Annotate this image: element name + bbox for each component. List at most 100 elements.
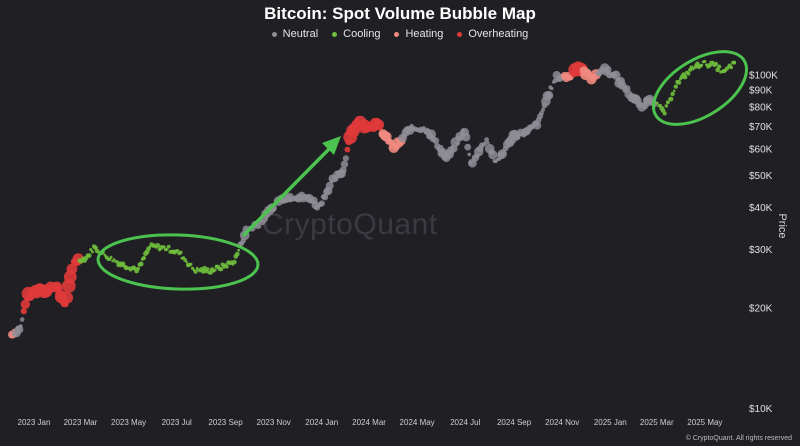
bubble-point xyxy=(340,160,349,168)
bubble-point xyxy=(162,245,166,249)
legend-dot-neutral xyxy=(271,31,277,37)
x-tick-label: 2024 Jan xyxy=(305,418,338,427)
bubble-point xyxy=(189,262,193,266)
legend-item-cooling[interactable]: Cooling xyxy=(332,28,380,40)
bubble-point xyxy=(18,324,23,328)
bubble-point xyxy=(325,181,334,190)
bubble-point xyxy=(664,104,669,108)
bubble-point xyxy=(318,200,325,207)
bubble-point xyxy=(115,260,119,264)
y-tick-label: $50K xyxy=(749,171,773,182)
y-tick-label: $30K xyxy=(749,245,773,256)
bubble-point xyxy=(218,267,224,272)
bubble-point xyxy=(544,90,554,100)
annotations-layer xyxy=(96,50,749,291)
bubble-point xyxy=(20,299,31,309)
bubble-point xyxy=(432,137,440,145)
bubble-point xyxy=(488,150,498,160)
trend-arrow-line xyxy=(241,144,334,238)
bubble-point xyxy=(66,263,78,275)
bubble-point xyxy=(464,143,472,151)
bubble-point xyxy=(655,101,659,105)
bubble-point xyxy=(461,132,471,142)
bubble-point xyxy=(484,137,489,143)
x-tick-label: 2023 Jan xyxy=(18,418,51,427)
cooling-zone-ellipse-2025 xyxy=(651,50,749,126)
bubble-point xyxy=(109,255,113,259)
bubble-point xyxy=(141,255,147,261)
legend-label-neutral: Neutral xyxy=(282,28,319,40)
bubble-point xyxy=(178,250,183,255)
y-tick-label: $40K xyxy=(749,203,773,214)
bubble-point xyxy=(467,152,472,157)
bubble-point xyxy=(344,146,351,153)
y-tick-label: $60K xyxy=(749,144,773,155)
bubble-point xyxy=(176,249,180,252)
bubble-point xyxy=(165,248,169,251)
bubble-point xyxy=(482,141,488,146)
bubble-point xyxy=(213,268,217,272)
y-tick-label: $100K xyxy=(749,70,778,81)
x-tick-label: 2023 Nov xyxy=(257,418,291,427)
bubble-point xyxy=(225,264,229,269)
trend-arrow-head xyxy=(322,136,341,155)
bubble-point xyxy=(377,125,383,131)
bubble-point xyxy=(193,269,198,274)
legend-item-overheating[interactable]: Overheating xyxy=(457,28,528,40)
x-tick-label: 2023 Mar xyxy=(64,418,98,427)
bubble-point xyxy=(486,141,490,145)
bubbles-layer xyxy=(8,59,737,339)
bubble-point xyxy=(665,100,670,105)
bubble-point xyxy=(714,61,718,66)
bubble-point xyxy=(732,60,737,65)
legend-label-overheating: Overheating xyxy=(468,28,529,40)
cooling-zone-ellipse-2023 xyxy=(96,233,260,291)
bubble-point xyxy=(455,141,459,145)
x-tick-label: 2025 May xyxy=(687,418,722,427)
bubble-point xyxy=(205,267,210,271)
bubble-point xyxy=(185,260,188,264)
y-axis: $10K $20K $30K $40K $50K $60K $70K $80K $90K $100… xyxy=(749,70,778,415)
legend-dot-overheating xyxy=(457,31,463,37)
bubble-point xyxy=(611,70,621,80)
bubble-point xyxy=(673,84,678,89)
bubble-point xyxy=(321,193,329,201)
bubble-point xyxy=(686,71,691,76)
copyright-notice: © CryptoQuant. All rights reserved xyxy=(685,435,792,442)
bubble-point xyxy=(670,91,675,97)
bubble-point xyxy=(235,251,240,257)
bubble-point xyxy=(550,87,554,91)
bubble-point xyxy=(19,317,25,322)
bubble-point xyxy=(339,166,347,174)
bubble-point xyxy=(121,261,126,266)
bubble-point xyxy=(20,307,27,315)
bubble-point xyxy=(703,59,707,63)
bubble-point xyxy=(87,253,92,258)
x-tick-label: 2023 Sep xyxy=(208,418,243,427)
x-tick-label: 2024 May xyxy=(400,418,435,427)
legend-item-heating[interactable]: Heating xyxy=(394,28,443,40)
bubble-point xyxy=(662,111,667,116)
bubble-point xyxy=(672,89,676,93)
bubble-point xyxy=(138,261,144,267)
legend-item-neutral[interactable]: Neutral xyxy=(271,28,319,40)
legend-dot-cooling xyxy=(332,31,338,37)
y-tick-label: $20K xyxy=(749,304,773,315)
x-tick-label: 2023 May xyxy=(111,418,146,427)
bubble-point xyxy=(532,121,542,130)
legend: Neutral Cooling Heating Overheating xyxy=(0,28,800,40)
bubble-point xyxy=(539,110,544,116)
bubble-point xyxy=(676,80,682,85)
legend-label-heating: Heating xyxy=(405,28,444,40)
bubble-point xyxy=(89,248,93,252)
bubble-point xyxy=(683,75,688,80)
y-tick-label: $70K xyxy=(749,122,773,133)
watermark: CryptoQuant xyxy=(262,208,438,241)
legend-label-cooling: Cooling xyxy=(343,28,381,40)
bubble-point xyxy=(668,96,674,102)
y-axis-title: Price xyxy=(776,213,788,239)
bubble-point xyxy=(112,258,116,261)
x-tick-label: 2024 Sep xyxy=(497,418,532,427)
y-tick-label: $90K xyxy=(749,86,773,97)
x-tick-label: 2025 Jan xyxy=(594,418,627,427)
